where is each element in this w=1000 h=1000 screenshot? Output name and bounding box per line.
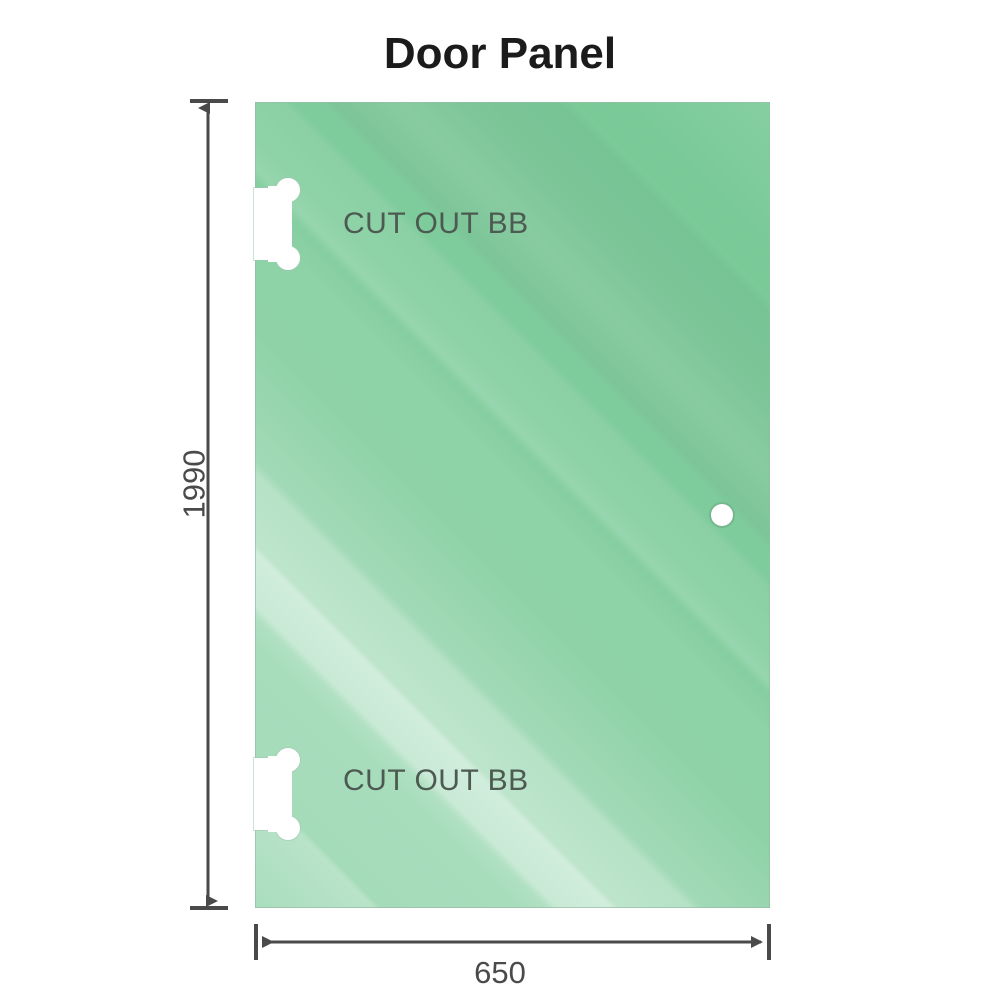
height-dimension-label: 1990 <box>176 449 212 519</box>
handle-hole-icon <box>711 504 733 526</box>
door-panel: CUT OUT BB CUT OUT BB <box>254 102 770 908</box>
glass-fill <box>255 102 770 908</box>
cut-out-bb-bottom-shape <box>254 748 300 840</box>
cutout-seam <box>268 186 292 262</box>
cutout-seam <box>268 756 292 832</box>
page-title: Door Panel <box>383 29 617 78</box>
width-dimension-label: 650 <box>474 955 526 990</box>
cut-out-bb-top-shape <box>254 178 300 270</box>
cut-out-bb-top-label: CUT OUT BB <box>343 207 529 240</box>
cut-out-bb-bottom-label: CUT OUT BB <box>343 764 529 797</box>
